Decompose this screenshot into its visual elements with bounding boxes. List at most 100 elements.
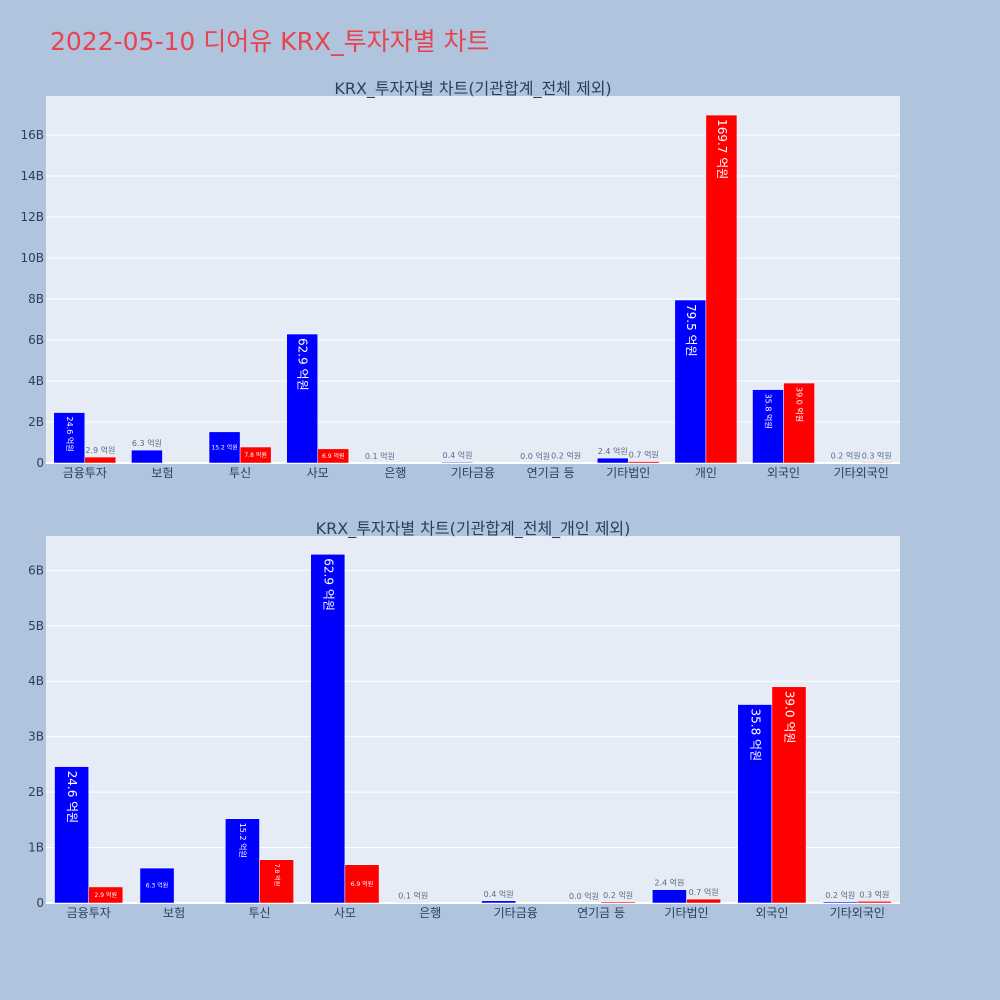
data-label: 6.3 억원	[132, 438, 162, 448]
x-tick-label: 기타금융	[494, 906, 538, 920]
data-label: 24.6 억원	[65, 417, 75, 452]
data-label: 0.1 억원	[365, 451, 395, 461]
page-title: 2022-05-10 디어유 KRX_투자자별 차트	[50, 27, 490, 56]
bar	[286, 333, 318, 464]
bar	[54, 766, 89, 904]
data-label: 2.4 억원	[598, 446, 628, 456]
y-tick-label: 6B	[28, 563, 44, 577]
bar	[259, 859, 294, 904]
data-label: 24.6 억원	[65, 771, 79, 824]
data-label: 0.2 억원	[831, 451, 861, 461]
y-tick-label: 10B	[20, 251, 44, 265]
y-tick-label: 12B	[20, 210, 44, 224]
data-label: 35.8 억원	[748, 709, 762, 762]
y-tick-label: 1B	[28, 841, 44, 855]
data-label: 0.7 억원	[689, 887, 719, 897]
x-tick-label: 기타금융	[451, 466, 495, 480]
bar	[88, 886, 124, 904]
y-tick-label: 4B	[28, 674, 44, 688]
bar	[822, 901, 858, 904]
data-label: 39.0 억원	[795, 387, 805, 422]
bar	[317, 448, 350, 464]
bar	[441, 461, 474, 464]
x-tick-label: 기타법인	[664, 906, 708, 920]
bar	[395, 902, 431, 904]
y-tick-label: 4B	[28, 374, 44, 388]
chart-title: KRX_투자자별 차트(기관합계_전체 제외)	[334, 79, 611, 99]
y-tick-label: 3B	[28, 730, 44, 744]
data-label: 0.2 억원	[603, 890, 633, 900]
data-label: 0.0 억원	[520, 451, 550, 461]
bar	[860, 462, 893, 464]
bar	[84, 456, 117, 464]
data-label: 0.3 억원	[859, 889, 889, 899]
data-label: 0.3 억원	[862, 450, 892, 460]
chart-top: 0 2B 4B 6B 8B 10B 12B 14B 16B KRX_투자자별 차트(기관합계_전체…	[20, 79, 900, 480]
bar	[53, 412, 86, 464]
data-label: 0.1 억원	[398, 890, 428, 900]
bar	[600, 901, 636, 904]
x-tick-label: 투신	[248, 906, 270, 920]
x-tick-label: 기타외국인	[830, 906, 885, 920]
x-tick-label: 개인	[695, 466, 717, 480]
y-tick-label: 14B	[20, 169, 44, 183]
x-tick-label: 금융투자	[63, 466, 107, 480]
bar	[131, 449, 163, 464]
data-label: 0.7 억원	[629, 450, 659, 460]
bar	[857, 901, 892, 904]
bar	[652, 889, 687, 904]
bar	[344, 864, 380, 904]
data-label: 15.2 억원	[211, 443, 237, 451]
x-tick-label: 사모	[334, 906, 356, 920]
data-label: 7.8 억원	[273, 864, 281, 887]
x-tick-label: 기타외국인	[834, 466, 889, 480]
x-tick-label: 금융투자	[67, 906, 111, 920]
data-label: 39.0 억원	[782, 691, 796, 744]
bar	[481, 900, 516, 904]
y-tick-label: 16B	[20, 128, 44, 142]
data-label: 15.2 억원	[238, 823, 248, 858]
data-label: 2.9 억원	[85, 445, 115, 455]
bar	[752, 389, 784, 464]
y-tick-label: 2B	[28, 785, 44, 799]
x-tick-label: 사모	[307, 466, 329, 480]
bar	[208, 431, 241, 464]
y-tick-label: 2B	[28, 415, 44, 429]
bar	[225, 818, 260, 904]
x-tick-label: 보험	[151, 466, 173, 480]
bar	[771, 686, 807, 904]
x-tick-label: 보험	[163, 906, 185, 920]
data-label: 7.8 억원	[244, 451, 267, 459]
x-tick-label: 연기금 등	[527, 466, 575, 480]
x-tick-label: 기타법인	[606, 466, 650, 480]
x-tick-label: 외국인	[755, 906, 788, 920]
data-label: 6.3 억원	[146, 882, 169, 890]
chart-title: KRX_투자자별 차트(기관합계_전체_개인 제외)	[316, 519, 631, 539]
x-tick-label: 투신	[229, 466, 251, 480]
data-label: 169.7 억원	[715, 119, 729, 179]
bar	[310, 554, 346, 904]
bar	[783, 382, 815, 464]
data-label: 2.9 억원	[95, 891, 118, 899]
bar	[705, 114, 738, 464]
bar	[628, 461, 660, 464]
x-tick-label: 은행	[384, 465, 406, 480]
x-tick-label: 외국인	[767, 466, 800, 480]
y-tick-label: 6B	[28, 333, 44, 347]
bar	[596, 457, 629, 464]
data-label: 0.2 억원	[551, 451, 581, 461]
y-tick-label: 0	[36, 896, 44, 910]
bar	[737, 704, 773, 904]
data-label: 62.9 억원	[296, 338, 310, 391]
data-label: 6.9 억원	[351, 880, 374, 888]
bar	[686, 898, 721, 904]
x-tick-label: 연기금 등	[577, 906, 625, 920]
bar	[139, 867, 175, 904]
data-label: 6.9 억원	[322, 452, 345, 460]
data-label: 0.4 억원	[442, 450, 472, 460]
y-tick-label: 5B	[28, 619, 44, 633]
data-label: 62.9 억원	[321, 558, 335, 611]
data-label: 2.4 억원	[654, 878, 684, 888]
